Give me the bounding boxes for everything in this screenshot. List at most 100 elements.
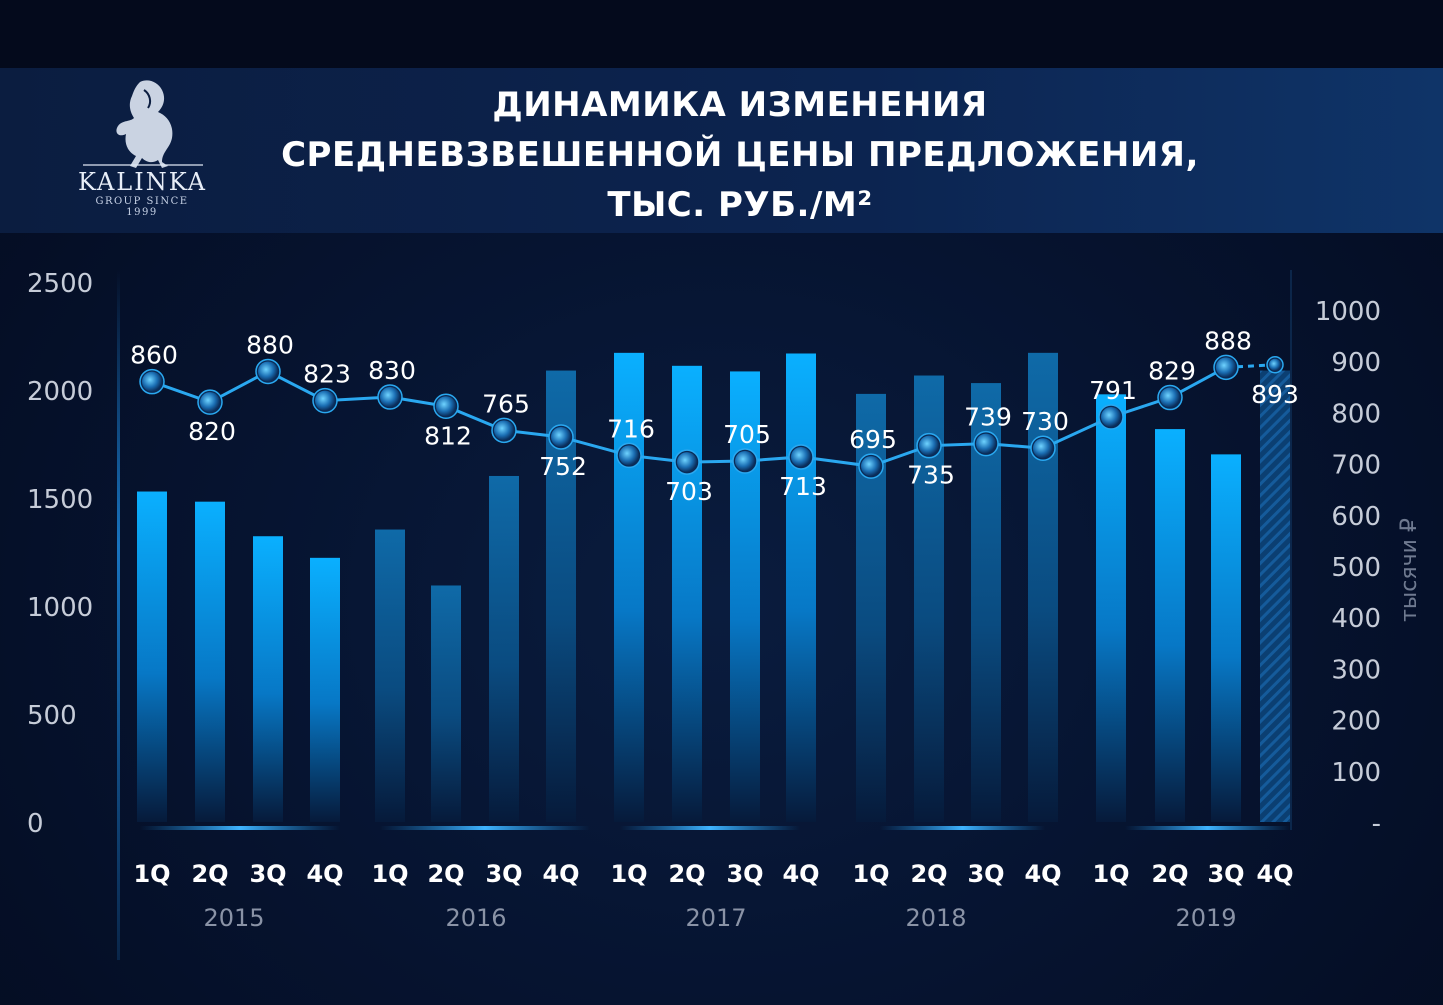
line-marker — [1033, 438, 1053, 459]
bar — [1155, 429, 1185, 822]
right-axis-label: тысячи ₽ — [1397, 518, 1422, 622]
right-axis-tick: 900 — [1331, 348, 1381, 378]
line-data-label: 752 — [539, 452, 587, 481]
quarter-label: 4Q — [782, 860, 819, 888]
year-label: 2015 — [203, 904, 264, 932]
line-marker — [258, 361, 278, 382]
right-axis-tick: 100 — [1331, 758, 1381, 788]
line-marker — [619, 445, 639, 466]
line-data-label: 713 — [779, 472, 827, 501]
line-marker — [861, 456, 881, 477]
line-series — [139, 354, 1284, 479]
quarter-label: 4Q — [306, 860, 343, 888]
right-axis-tick: 300 — [1331, 655, 1381, 685]
line-marker — [735, 451, 755, 472]
title-line-2: СРЕДНЕВЗВЕШЕННОЙ ЦЕНЫ ПРЕДЛОЖЕНИЯ, — [281, 135, 1199, 175]
bar — [310, 557, 340, 822]
line-marker — [976, 433, 996, 454]
quarter-label: 1Q — [371, 860, 408, 888]
bar — [431, 585, 461, 822]
line-data-label: 880 — [246, 330, 294, 359]
line-data-label: 703 — [665, 477, 713, 506]
quarter-label: 3Q — [1207, 860, 1244, 888]
line-marker — [436, 396, 456, 417]
baseline-glow — [880, 826, 1045, 830]
line-marker — [1160, 387, 1180, 408]
bar — [786, 353, 816, 822]
line-marker — [919, 435, 939, 456]
quarter-label: 4Q — [1024, 860, 1061, 888]
title-line-1: ДИНАМИКА ИЗМЕНЕНИЯ — [492, 85, 988, 125]
quarter-label: 3Q — [485, 860, 522, 888]
left-axis-tick: 500 — [27, 701, 77, 731]
forecast-line-path — [1225, 363, 1276, 369]
right-axis-tick: - — [1372, 809, 1381, 839]
horse-logo-icon — [83, 80, 203, 168]
left-axis-line — [117, 270, 120, 960]
line-data-label: 695 — [849, 425, 897, 454]
bar — [253, 536, 283, 822]
line-data-label: 791 — [1089, 376, 1137, 405]
year-label: 2018 — [905, 904, 966, 932]
line-marker — [1269, 358, 1281, 371]
bar — [489, 475, 519, 822]
right-axis-tick: 700 — [1331, 451, 1381, 481]
bar — [672, 365, 702, 822]
line-data-label: 812 — [424, 421, 472, 450]
right-axis-tick: 400 — [1331, 604, 1381, 634]
quarter-label: 2Q — [191, 860, 228, 888]
bar-series — [137, 352, 1290, 822]
quarter-label: 3Q — [249, 860, 286, 888]
line-data-label: 735 — [907, 461, 955, 490]
year-label: 2016 — [445, 904, 506, 932]
right-axis-tick: 500 — [1331, 553, 1381, 583]
line-data-label: 888 — [1204, 326, 1252, 355]
line-marker — [791, 446, 811, 467]
bar — [1260, 370, 1290, 822]
line-data-label: 829 — [1148, 357, 1196, 386]
right-axis-tick: 1000 — [1315, 297, 1381, 327]
line-marker — [551, 426, 571, 447]
line-marker — [677, 452, 697, 473]
title-line-3: ТЫС. РУБ./М² — [607, 185, 873, 225]
quarter-label: 3Q — [967, 860, 1004, 888]
right-axis-tick: 600 — [1331, 502, 1381, 532]
quarter-label: 1Q — [1092, 860, 1129, 888]
bar — [614, 352, 644, 822]
quarter-label: 4Q — [542, 860, 579, 888]
year-label: 2019 — [1175, 904, 1236, 932]
top-band — [0, 0, 1443, 68]
quarter-label: 2Q — [427, 860, 464, 888]
line-data-label: 823 — [303, 360, 351, 389]
quarter-label: 1Q — [852, 860, 889, 888]
line-data-label: 820 — [188, 417, 236, 446]
line-data-label: 860 — [130, 341, 178, 370]
bar — [1028, 352, 1058, 822]
right-axis-tick: 800 — [1331, 399, 1381, 429]
baseline-glow — [620, 826, 800, 830]
page-title: ДИНАМИКА ИЗМЕНЕНИЯ СРЕДНЕВЗВЕШЕННОЙ ЦЕНЫ… — [200, 80, 1280, 230]
line-marker — [494, 420, 514, 441]
left-axis-tick: 1500 — [27, 485, 93, 515]
line-marker — [142, 371, 162, 392]
logo-tagline: GROUP SINCE 1999 — [95, 196, 189, 218]
logo-wordmark: KALINKA — [78, 168, 207, 196]
bar — [730, 371, 760, 822]
line-data-label: 893 — [1251, 380, 1299, 409]
quarter-label: 2Q — [1151, 860, 1188, 888]
year-label: 2017 — [685, 904, 746, 932]
chart-axes: 2500 2000 1500 1000 500 0 1000 900 800 700 600 500 4… — [27, 269, 1422, 960]
line-marker — [1101, 407, 1121, 428]
quarter-label: 1Q — [133, 860, 170, 888]
quarter-label: 2Q — [668, 860, 705, 888]
left-axis-tick: 2000 — [27, 377, 93, 407]
quarter-label: 2Q — [910, 860, 947, 888]
baseline-glow — [1125, 826, 1290, 830]
baseline-glow — [380, 826, 590, 830]
left-axis-tick: 1000 — [27, 593, 93, 623]
line-marker — [1216, 357, 1236, 378]
left-axis-tick: 2500 — [27, 269, 93, 299]
bar — [1211, 454, 1241, 822]
right-axis-line — [1290, 270, 1292, 830]
